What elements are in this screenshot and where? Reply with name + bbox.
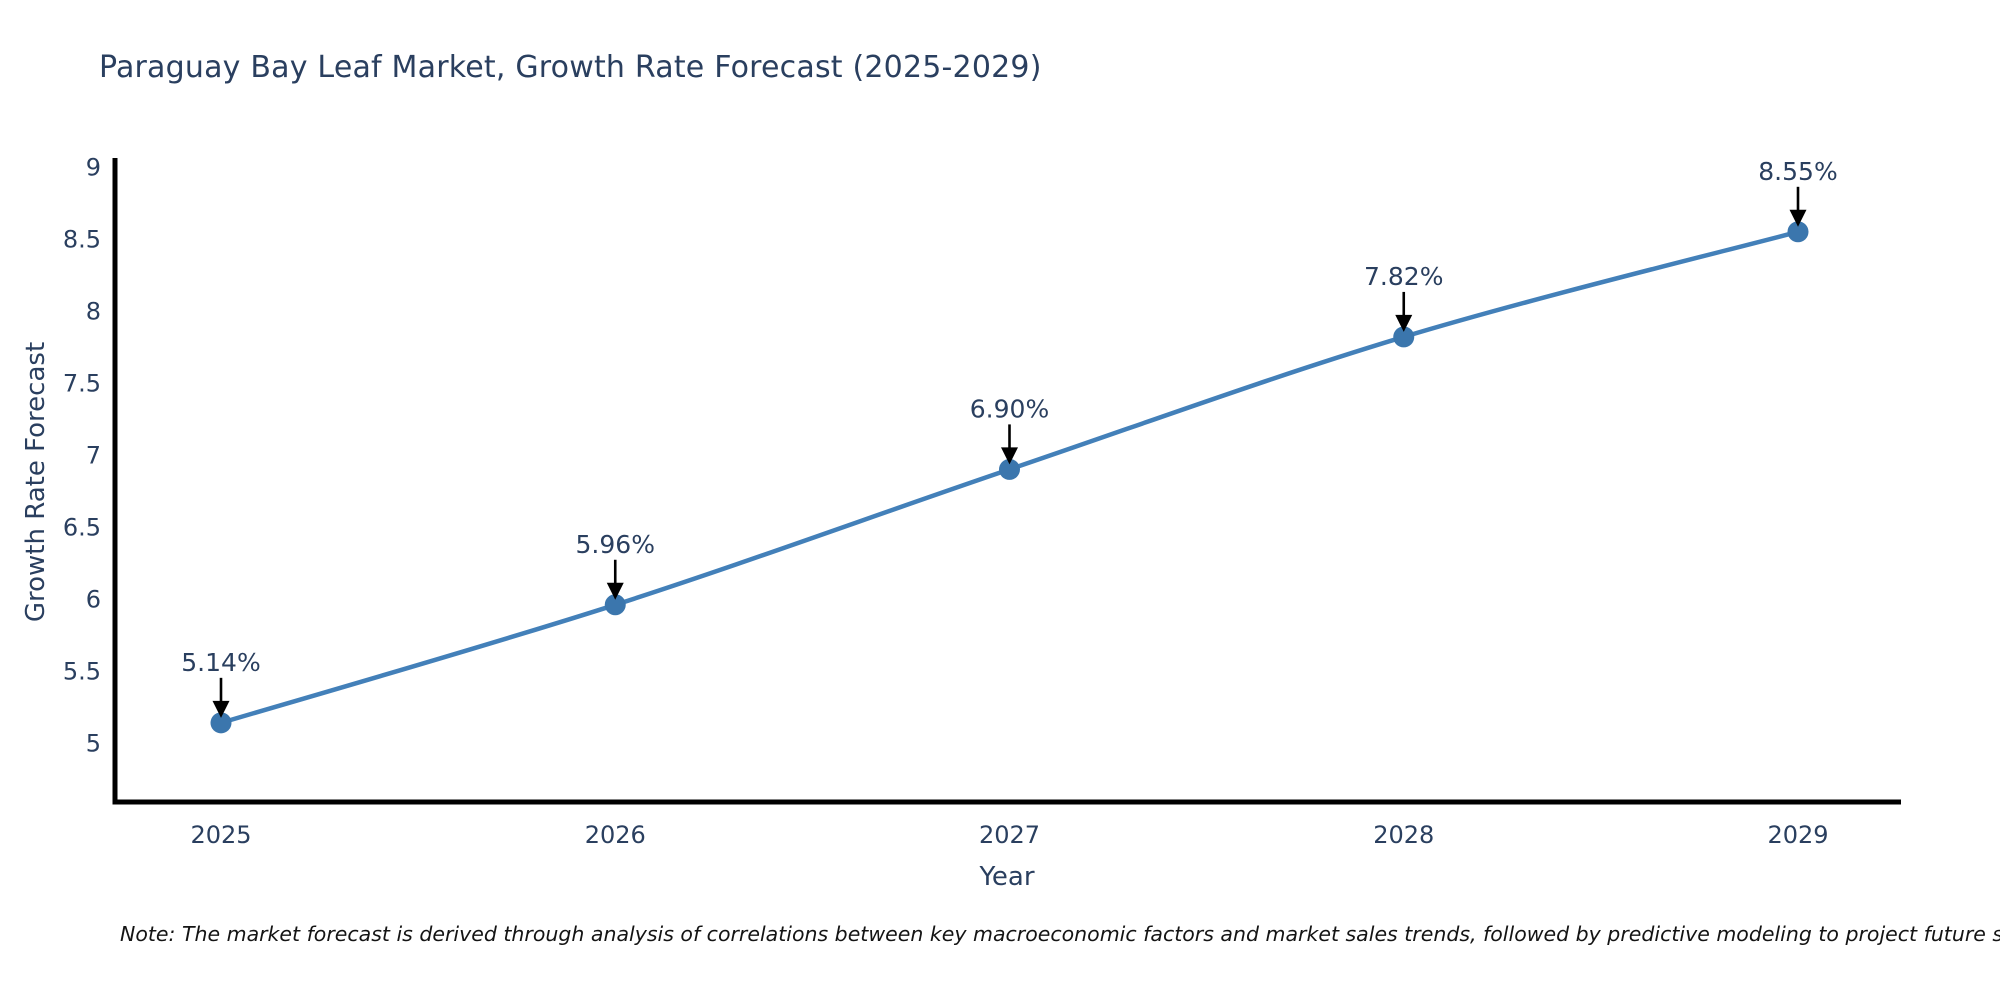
y-tick-label: 7.5 xyxy=(63,370,101,398)
y-tick-label: 8 xyxy=(86,298,101,326)
point-value-label: 6.90% xyxy=(970,394,1049,423)
point-value-label: 5.96% xyxy=(576,530,655,559)
x-axis-title: Year xyxy=(979,862,1035,892)
point-value-label: 8.55% xyxy=(1758,157,1837,186)
x-tick-label: 2029 xyxy=(1767,821,1828,849)
annotation-arrowhead xyxy=(1001,447,1018,465)
annotation-arrowhead xyxy=(212,700,230,718)
y-tick-label: 6.5 xyxy=(63,514,101,542)
y-tick-label: 7 xyxy=(86,442,101,470)
y-tick-label: 9 xyxy=(86,154,101,182)
data-point-marker[interactable] xyxy=(999,458,1020,480)
x-tick-label: 2027 xyxy=(979,821,1040,849)
x-tick-label: 2025 xyxy=(190,821,251,849)
y-tick-label: 5 xyxy=(86,730,101,758)
data-point-marker[interactable] xyxy=(1787,221,1809,243)
footnote: Note: The market forecast is derived thr… xyxy=(120,922,2000,946)
x-tick-label: 2026 xyxy=(585,821,646,849)
annotation-arrowhead xyxy=(1395,314,1413,332)
chart-title: Paraguay Bay Leaf Market, Growth Rate Fo… xyxy=(99,50,1042,85)
y-tick-label: 8.5 xyxy=(63,226,101,254)
annotation-arrowhead xyxy=(606,582,624,600)
data-point-marker[interactable] xyxy=(604,594,626,616)
y-tick-label: 6 xyxy=(86,586,101,614)
x-tick-label: 2028 xyxy=(1373,821,1434,849)
data-point-marker[interactable] xyxy=(1393,326,1415,348)
point-value-label: 7.82% xyxy=(1364,262,1443,291)
annotation-arrowhead xyxy=(1789,209,1807,227)
y-tick-label: 5.5 xyxy=(63,658,101,686)
data-point-marker[interactable] xyxy=(210,712,232,734)
point-value-label: 5.14% xyxy=(181,648,260,677)
